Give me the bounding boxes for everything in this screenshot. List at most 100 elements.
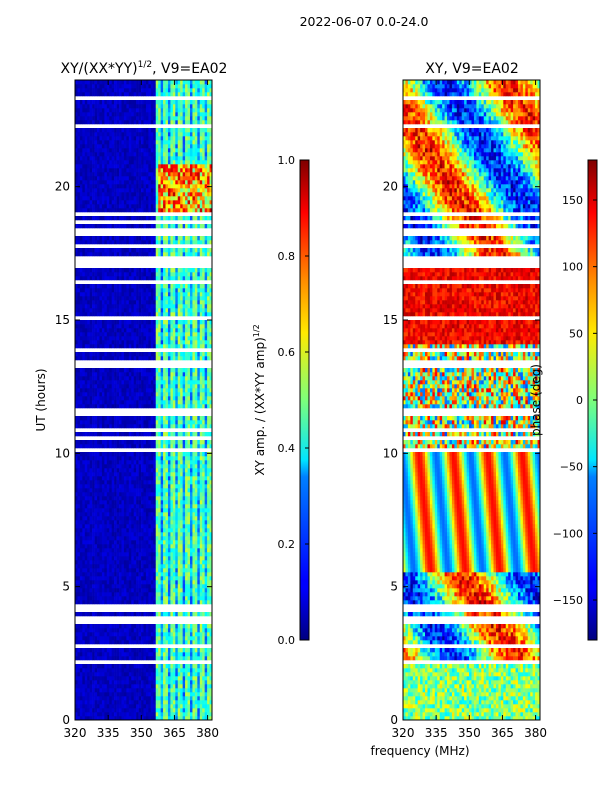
heatmap-cell bbox=[111, 404, 115, 409]
heatmap-cell bbox=[158, 568, 161, 573]
heatmap-cell bbox=[114, 484, 117, 489]
heatmap-cell bbox=[170, 356, 174, 361]
heatmap-cell bbox=[207, 712, 210, 717]
heatmap-cell bbox=[141, 420, 144, 425]
heatmap-cell bbox=[182, 596, 186, 601]
heatmap-cell bbox=[185, 520, 188, 525]
heatmap-cell bbox=[97, 512, 100, 517]
heatmap-cell bbox=[209, 556, 212, 561]
heatmap-cell bbox=[136, 680, 139, 685]
heatmap-cell bbox=[175, 652, 179, 657]
heatmap-cell bbox=[207, 680, 210, 685]
heatmap-cell bbox=[185, 504, 188, 509]
heatmap-cell bbox=[87, 472, 90, 477]
heatmap-cell bbox=[119, 476, 122, 481]
heatmap-cell bbox=[128, 576, 132, 581]
heatmap-cell bbox=[106, 692, 110, 697]
heatmap-cell bbox=[158, 584, 161, 589]
heatmap-cell bbox=[172, 308, 176, 313]
heatmap-cell bbox=[158, 508, 161, 513]
heatmap-cell bbox=[194, 420, 198, 425]
heatmap-cell bbox=[97, 356, 100, 361]
heatmap-cell bbox=[136, 520, 139, 525]
heatmap-cell bbox=[207, 584, 210, 589]
heatmap-cell bbox=[192, 472, 196, 477]
heatmap-cell bbox=[99, 516, 103, 521]
heatmap-cell bbox=[89, 680, 93, 685]
heatmap-cell bbox=[121, 372, 125, 377]
heatmap-cell bbox=[133, 704, 137, 709]
heatmap-cell bbox=[111, 312, 115, 317]
heatmap-cell bbox=[79, 560, 83, 565]
heatmap-cell bbox=[207, 628, 210, 633]
heatmap-cell bbox=[111, 380, 115, 385]
heatmap-cell bbox=[126, 656, 130, 661]
heatmap-cell bbox=[187, 676, 191, 681]
heatmap-cell bbox=[145, 340, 149, 345]
heatmap-cell bbox=[126, 532, 130, 537]
heatmap-cell bbox=[128, 388, 132, 393]
heatmap-cell bbox=[177, 596, 181, 601]
heatmap-cell bbox=[199, 336, 203, 341]
heatmap-cell bbox=[123, 504, 127, 509]
heatmap-cell bbox=[84, 624, 88, 629]
heatmap-cell bbox=[143, 688, 147, 693]
heatmap-cell bbox=[180, 336, 183, 341]
heatmap-cell bbox=[119, 592, 122, 597]
heatmap-cell bbox=[175, 376, 179, 381]
heatmap-cell bbox=[204, 460, 208, 465]
heatmap-cell bbox=[138, 524, 142, 529]
heatmap-cell bbox=[133, 392, 137, 397]
heatmap-cell bbox=[163, 680, 166, 685]
heatmap-cell bbox=[194, 312, 198, 317]
heatmap-cell bbox=[84, 444, 88, 449]
heatmap-cell bbox=[79, 480, 83, 485]
heatmap-cell bbox=[180, 368, 183, 373]
heatmap-cell bbox=[167, 432, 171, 437]
heatmap-cell bbox=[160, 464, 164, 469]
heatmap-cell bbox=[109, 328, 112, 333]
heatmap-cell bbox=[175, 656, 179, 661]
heatmap-cell bbox=[150, 476, 154, 481]
heatmap-cell bbox=[180, 640, 183, 645]
heatmap-cell bbox=[111, 592, 115, 597]
heatmap-cell bbox=[158, 680, 161, 685]
heatmap-cell bbox=[123, 544, 127, 549]
heatmap-cell bbox=[92, 464, 95, 469]
heatmap-cell bbox=[207, 336, 210, 341]
heatmap-cell bbox=[77, 668, 81, 673]
heatmap-cell bbox=[128, 352, 132, 357]
heatmap-cell bbox=[150, 556, 154, 561]
heatmap-cell bbox=[128, 656, 132, 661]
heatmap-cell bbox=[114, 496, 117, 501]
heatmap-cell bbox=[145, 488, 149, 493]
heatmap-cell bbox=[160, 528, 164, 533]
heatmap-cell bbox=[170, 592, 174, 597]
heatmap-cell bbox=[187, 416, 191, 421]
heatmap-cell bbox=[153, 516, 157, 521]
heatmap-cell bbox=[177, 352, 181, 357]
heatmap-cell bbox=[77, 656, 81, 661]
heatmap-cell bbox=[150, 576, 154, 581]
heatmap-cell bbox=[82, 528, 86, 533]
heatmap-cell bbox=[182, 560, 186, 565]
heatmap-cell bbox=[114, 596, 117, 601]
heatmap-cell bbox=[97, 424, 100, 429]
heatmap-cell bbox=[192, 520, 196, 525]
heatmap-cell bbox=[82, 388, 86, 393]
heatmap-cell bbox=[94, 372, 98, 377]
heatmap-cell bbox=[153, 484, 157, 489]
heatmap-cell bbox=[199, 592, 203, 597]
heatmap-cell bbox=[143, 668, 147, 673]
heatmap-cell bbox=[204, 656, 208, 661]
heatmap-cell bbox=[199, 580, 203, 585]
heatmap-cell bbox=[145, 304, 149, 309]
heatmap-cell bbox=[79, 592, 83, 597]
heatmap-cell bbox=[163, 476, 166, 481]
heatmap-cell bbox=[101, 708, 105, 713]
heatmap-cell bbox=[109, 588, 112, 593]
heatmap-cell bbox=[153, 400, 157, 405]
heatmap-cell bbox=[87, 504, 90, 509]
heatmap-cell bbox=[167, 492, 171, 497]
heatmap-cell bbox=[165, 528, 169, 533]
